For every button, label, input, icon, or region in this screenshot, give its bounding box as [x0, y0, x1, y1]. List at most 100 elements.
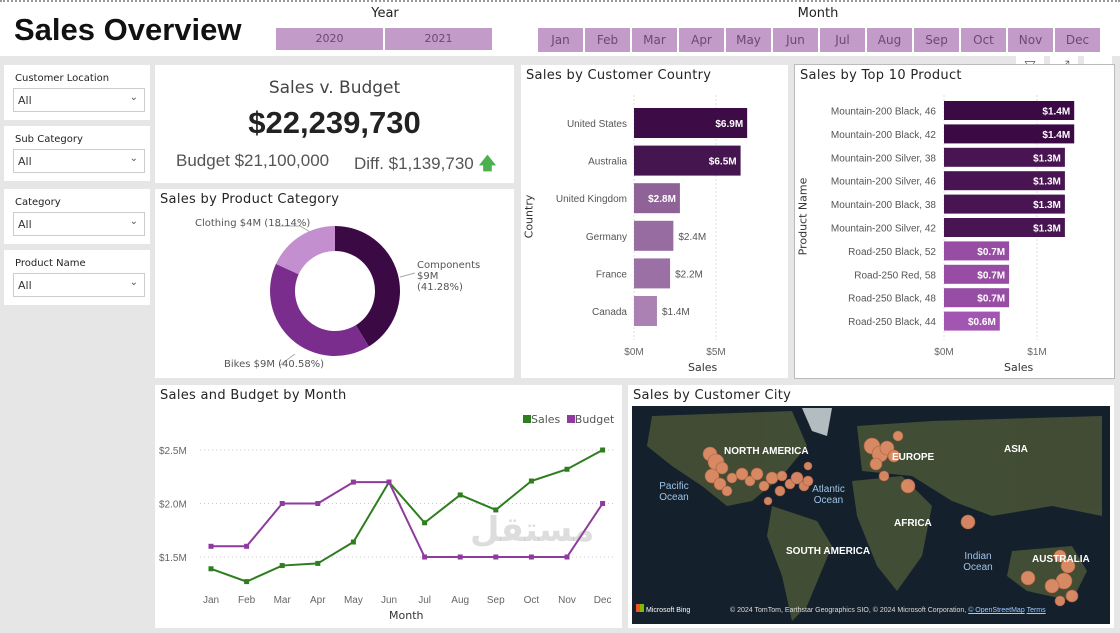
data-point-sales[interactable] — [457, 492, 463, 498]
data-point-budget[interactable] — [457, 554, 463, 560]
data-point-budget[interactable] — [493, 554, 499, 560]
bar[interactable] — [634, 296, 657, 326]
city-bubble[interactable] — [765, 471, 779, 485]
city-bubble[interactable] — [774, 485, 786, 497]
city-bubble[interactable] — [1060, 558, 1076, 574]
month-tile[interactable]: Aug — [867, 28, 914, 52]
top-products-card[interactable]: Sales by Top 10 Product Product Name Sal… — [794, 64, 1115, 379]
city-bubble[interactable] — [887, 449, 901, 463]
data-point-budget[interactable] — [528, 554, 534, 560]
month-tile[interactable]: Dec — [1055, 28, 1102, 52]
month-tile[interactable]: Jul — [820, 28, 867, 52]
donut-slice-bikes[interactable] — [270, 263, 369, 356]
data-point-budget[interactable] — [315, 501, 321, 506]
city-bubble[interactable] — [763, 496, 773, 506]
bar[interactable] — [634, 183, 680, 214]
data-point-sales[interactable] — [208, 566, 214, 572]
city-bubble[interactable] — [790, 471, 804, 485]
city-bubble[interactable] — [803, 461, 813, 471]
data-point-sales[interactable] — [493, 507, 499, 513]
series-line-sales[interactable] — [210, 449, 604, 583]
city-bubble[interactable] — [869, 457, 883, 471]
series-line-budget[interactable] — [211, 481, 604, 558]
year-tile[interactable]: 2021 — [385, 28, 494, 50]
data-point-budget[interactable] — [244, 543, 250, 549]
data-point-budget[interactable] — [422, 554, 428, 560]
month-tile[interactable]: Nov — [1008, 28, 1055, 52]
kpi-diff-row: Diff. $1,139,730 🡅 — [354, 151, 496, 180]
donut-slice-components[interactable] — [335, 226, 400, 347]
city-bubble[interactable] — [758, 480, 770, 492]
bar[interactable] — [944, 171, 1065, 191]
slicer-dropdown[interactable]: All ⌄ — [13, 88, 145, 112]
bar[interactable] — [634, 145, 741, 176]
bar[interactable] — [634, 108, 748, 138]
data-point-sales[interactable] — [279, 563, 285, 569]
data-point-sales[interactable] — [564, 466, 570, 472]
bar[interactable] — [634, 220, 674, 251]
data-point-budget[interactable] — [564, 554, 570, 560]
bar[interactable] — [944, 241, 1010, 261]
slicer-dropdown[interactable]: All ⌄ — [13, 273, 145, 297]
city-bubble[interactable] — [713, 477, 727, 491]
slicer-card: Customer Location All ⌄ — [4, 65, 150, 120]
year-tile[interactable]: 2020 — [276, 28, 385, 50]
data-point-budget[interactable] — [279, 501, 285, 506]
data-point-sales[interactable] — [244, 579, 250, 585]
city-bubble[interactable] — [1053, 549, 1067, 563]
city-bubble[interactable] — [744, 475, 756, 487]
month-tile[interactable]: May — [726, 28, 773, 52]
month-tile[interactable]: Jan — [538, 28, 585, 52]
city-bubble[interactable] — [735, 467, 749, 481]
month-tile[interactable]: Apr — [679, 28, 726, 52]
osm-link[interactable]: © OpenStreetMap — [968, 607, 1025, 614]
bar[interactable] — [944, 264, 1010, 284]
bar[interactable] — [944, 124, 1075, 144]
data-point-sales[interactable] — [350, 539, 356, 545]
city-bubble[interactable] — [892, 430, 904, 442]
bar[interactable] — [944, 194, 1065, 214]
bar[interactable] — [944, 147, 1065, 167]
city-bubble[interactable] — [900, 478, 916, 494]
data-label-components: Components $9M (41.28%) — [417, 260, 481, 293]
bar[interactable] — [944, 218, 1065, 237]
bar[interactable] — [944, 311, 1000, 331]
month-tile[interactable]: Jun — [773, 28, 820, 52]
city-bubble[interactable] — [726, 472, 738, 484]
month-tile[interactable]: Oct — [961, 28, 1008, 52]
city-bubble[interactable] — [878, 470, 890, 482]
data-label: $0.7M — [977, 270, 1005, 281]
bar[interactable] — [944, 101, 1075, 120]
month-tile[interactable]: Mar — [632, 28, 679, 52]
donut-slice-clothing[interactable] — [275, 226, 335, 275]
data-point-budget[interactable] — [386, 479, 392, 485]
slicer-dropdown[interactable]: All ⌄ — [13, 149, 145, 173]
city-bubble[interactable] — [802, 475, 814, 487]
city-bubble[interactable] — [750, 467, 764, 481]
city-bubble[interactable] — [960, 514, 976, 530]
bar[interactable] — [944, 288, 1010, 308]
data-point-sales[interactable] — [315, 560, 321, 566]
city-bubble[interactable] — [1044, 578, 1060, 594]
city-bubble[interactable] — [1054, 595, 1066, 607]
month-tile[interactable]: Feb — [585, 28, 632, 52]
slicer-value: All — [18, 218, 32, 231]
city-bubble[interactable] — [721, 485, 733, 497]
map-canvas[interactable]: NORTH AMERICA EUROPE ASIA AFRICA SOUTH A… — [632, 406, 1110, 624]
data-point-budget[interactable] — [350, 479, 356, 485]
city-bubble[interactable] — [715, 461, 729, 475]
city-bubble[interactable] — [776, 470, 788, 482]
terms-link[interactable]: Terms — [1026, 607, 1046, 614]
data-point-sales[interactable] — [422, 520, 428, 526]
city-bubble[interactable] — [704, 468, 720, 484]
bar[interactable] — [634, 258, 671, 289]
data-point-sales[interactable] — [528, 478, 534, 484]
slicer-dropdown[interactable]: All ⌄ — [13, 212, 145, 236]
city-bubble[interactable] — [1020, 570, 1036, 586]
data-point-budget[interactable] — [600, 501, 606, 506]
data-point-budget[interactable] — [208, 543, 214, 549]
data-label: $1.4M — [1042, 107, 1070, 118]
month-tile[interactable]: Sep — [914, 28, 961, 52]
city-bubble[interactable] — [1065, 589, 1079, 603]
data-point-sales[interactable] — [600, 447, 606, 453]
